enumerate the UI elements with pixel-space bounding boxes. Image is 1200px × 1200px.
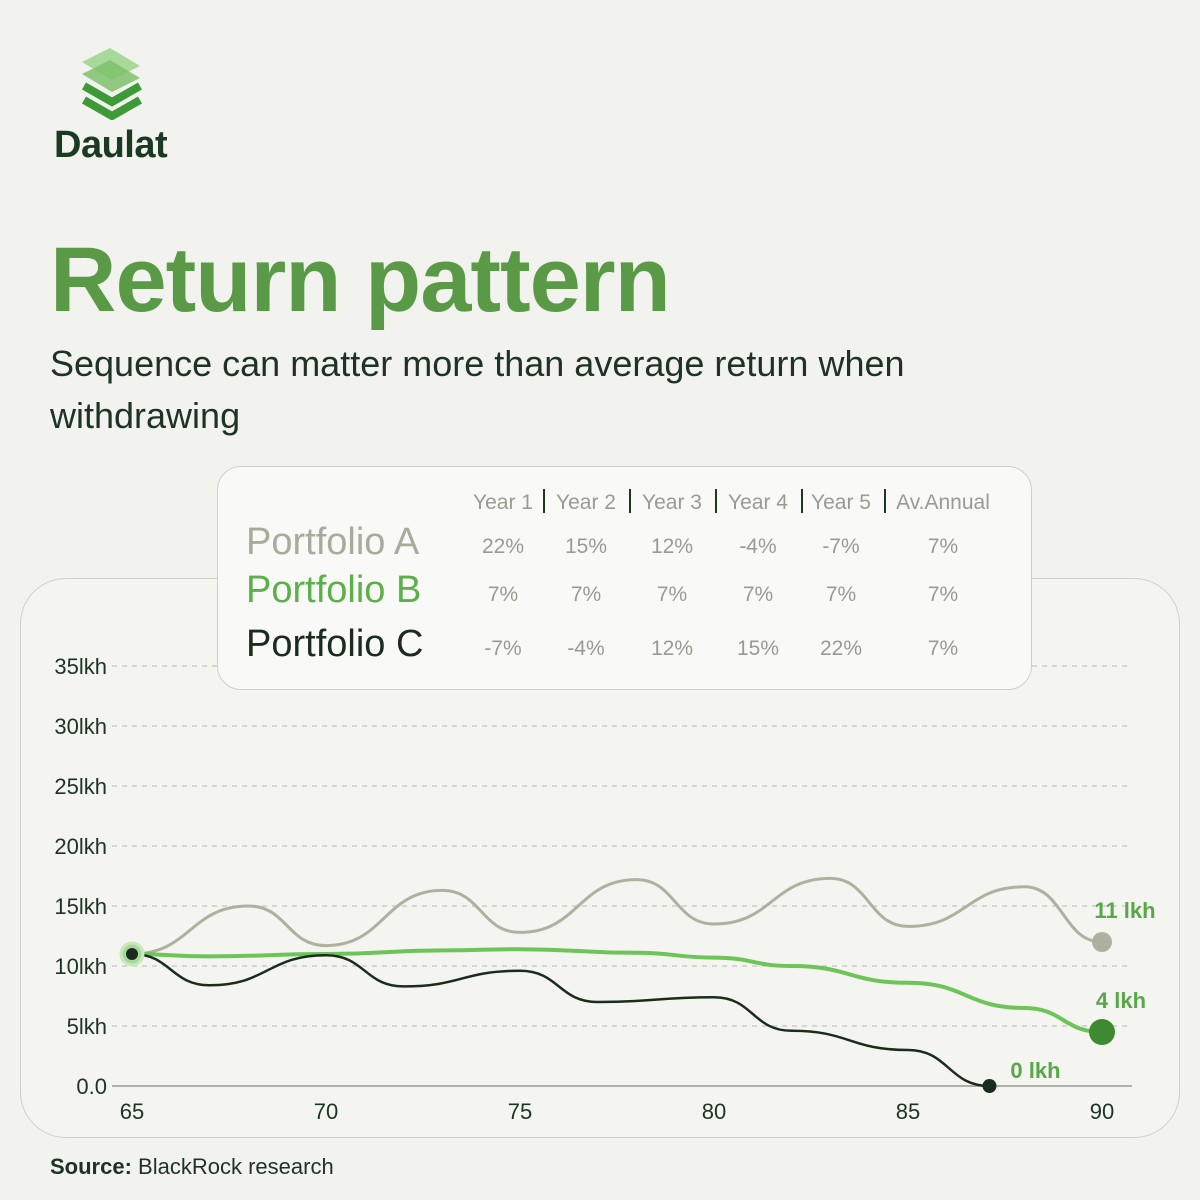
- portfolio-c-end-marker: [982, 1079, 997, 1093]
- source-text: BlackRock research: [138, 1154, 334, 1179]
- end-value-label: 11 lkh: [1094, 898, 1155, 923]
- brand-name: Daulat: [54, 124, 168, 166]
- table-cell: 7%: [487, 583, 519, 606]
- portfolio-a-end-marker: [1092, 932, 1112, 952]
- table-cell: 15%: [736, 637, 780, 660]
- table-cell: -7%: [822, 535, 860, 558]
- table-column-separator: [884, 489, 886, 513]
- table-row-label: Portfolio A: [246, 521, 420, 563]
- y-tick-label: 15lkh: [54, 894, 107, 919]
- table-cell: -4%: [739, 535, 777, 558]
- table-column-separator: [715, 489, 717, 513]
- table-cell: 7%: [570, 583, 602, 606]
- y-tick-label: 5lkh: [67, 1014, 107, 1039]
- end-value-label: 0 lkh: [1010, 1058, 1060, 1083]
- table-column-separator: [543, 489, 545, 513]
- y-tick-label: 35lkh: [54, 654, 107, 679]
- portfolio-b-end-marker: [1089, 1019, 1115, 1045]
- source-label: Source:: [50, 1154, 132, 1179]
- x-tick-label: 80: [702, 1099, 726, 1124]
- x-tick-label: 65: [120, 1099, 144, 1124]
- y-tick-label: 30lkh: [54, 714, 107, 739]
- y-tick-label: 10lkh: [54, 954, 107, 979]
- table-header: Year 1: [473, 491, 533, 514]
- table-cell: 7%: [927, 535, 959, 558]
- table-cell: -7%: [484, 637, 522, 660]
- table-row-label: Portfolio B: [246, 569, 422, 611]
- table-cell: 7%: [927, 583, 959, 606]
- table-header: Year 3: [642, 491, 702, 514]
- table-column-separator: [801, 489, 803, 513]
- layers-icon: [82, 48, 142, 120]
- table-header: Av.Annual: [896, 491, 990, 514]
- table-cell: -4%: [567, 637, 605, 660]
- table-cell: 7%: [656, 583, 688, 606]
- table-cell: 15%: [564, 535, 608, 558]
- table-header: Year 4: [728, 491, 788, 514]
- portfolio-b-line: [130, 947, 1104, 1034]
- portfolio-c-line: [130, 952, 991, 1088]
- page-title: Return pattern: [50, 229, 671, 331]
- table-cell: 12%: [650, 535, 694, 558]
- table-column-separator: [629, 489, 631, 513]
- table-row-label: Portfolio C: [246, 623, 424, 665]
- page-subtitle: Sequence can matter more than average re…: [50, 343, 905, 436]
- x-tick-label: 85: [896, 1099, 920, 1124]
- table-cell: 22%: [481, 535, 525, 558]
- table-cell: 7%: [825, 583, 857, 606]
- returns-table: Year 1 Year 2 Year 3 Year 4 Year 5 Av.Annual P…: [217, 466, 1032, 690]
- table-header: Year 2: [556, 491, 616, 514]
- source-note: Source: BlackRock research: [50, 1154, 334, 1180]
- portfolio-a-line: [130, 876, 1104, 956]
- end-value-label: 4 lkh: [1096, 988, 1146, 1013]
- x-tick-label: 90: [1090, 1099, 1114, 1124]
- start-point-dot: [126, 948, 138, 960]
- table-cell: 22%: [819, 637, 863, 660]
- y-tick-label: 20lkh: [54, 834, 107, 859]
- x-tick-label: 70: [314, 1099, 338, 1124]
- table-cell: 7%: [927, 637, 959, 660]
- y-tick-label: 0.0: [76, 1074, 107, 1099]
- x-tick-label: 75: [508, 1099, 532, 1124]
- brand-logo: [52, 48, 172, 120]
- table-cell: 12%: [650, 637, 694, 660]
- table-cell: 7%: [742, 583, 774, 606]
- y-tick-label: 25lkh: [54, 774, 107, 799]
- table-header: Year 5: [811, 491, 871, 514]
